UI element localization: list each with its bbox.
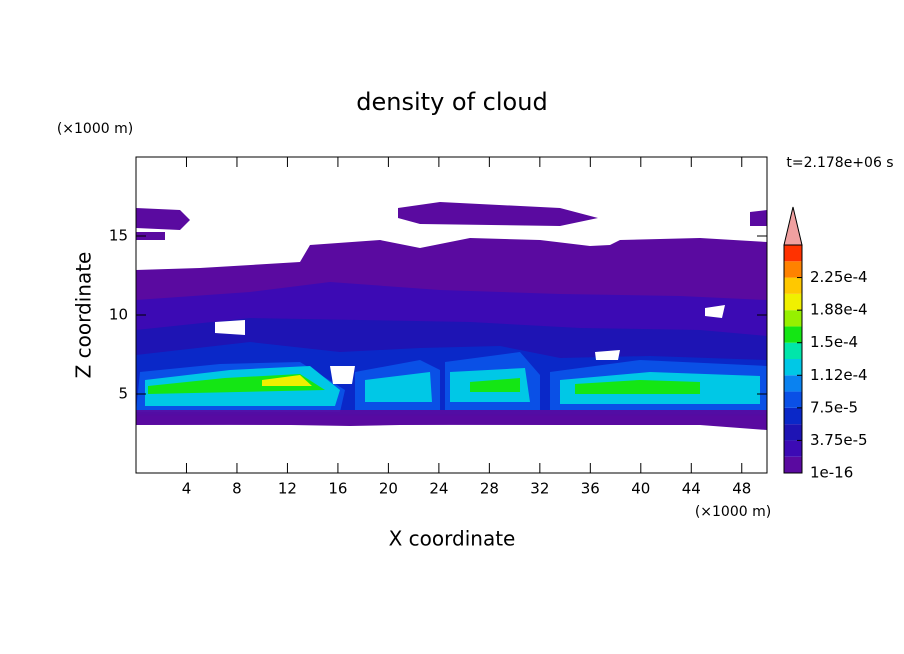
- colorbar-band: [784, 375, 802, 392]
- colorbar-band: [784, 342, 802, 359]
- x-unit: (×1000 m): [695, 504, 771, 520]
- colorbar-band: [784, 310, 802, 327]
- y-axis-title: Z coordinate: [72, 252, 96, 379]
- time-label: t=2.178e+06 s: [786, 155, 893, 171]
- x-tick-label: 4: [182, 480, 192, 498]
- x-tick-label: 20: [379, 480, 398, 498]
- colorbar-label: 1e-16: [810, 464, 853, 482]
- colorbar-band: [784, 277, 802, 294]
- colorbar-label: 1.12e-4: [810, 366, 868, 384]
- x-tick-label: 8: [232, 480, 242, 498]
- x-tick-label: 36: [581, 480, 600, 498]
- colorbar-extend: [783, 206, 803, 246]
- colorbar-label: 1.88e-4: [810, 301, 868, 319]
- x-tick-label: 24: [429, 480, 448, 498]
- colorbar-band: [784, 440, 802, 457]
- y-tick-label: 10: [109, 306, 128, 324]
- colorbar-band: [784, 456, 802, 473]
- colorbar-band: [784, 245, 802, 262]
- colorbar-band: [784, 326, 802, 343]
- colorbar-band: [784, 261, 802, 278]
- colorbar-band: [784, 407, 802, 425]
- x-tick-label: 48: [732, 480, 751, 498]
- contour-field: [136, 202, 767, 430]
- x-tick-label: 12: [278, 480, 297, 498]
- colorbar-label: 7.5e-5: [810, 398, 858, 416]
- colorbar-band: [784, 391, 802, 408]
- colorbar-band: [784, 359, 802, 376]
- y-tick-label: 5: [118, 385, 128, 403]
- x-tick-label: 40: [631, 480, 650, 498]
- chart-title: density of cloud: [356, 88, 547, 116]
- x-tick-label: 32: [530, 480, 549, 498]
- colorbar-label: 1.5e-4: [810, 333, 858, 351]
- colorbar-label: 3.75e-5: [810, 431, 868, 449]
- colorbar-band: [784, 424, 802, 441]
- y-tick-label: 15: [109, 227, 128, 245]
- x-tick-label: 44: [682, 480, 701, 498]
- x-axis-title: X coordinate: [389, 527, 516, 551]
- y-unit: (×1000 m): [57, 121, 133, 137]
- colorbar-band: [784, 293, 802, 311]
- colorbar-frame: [783, 244, 803, 474]
- x-tick-label: 16: [328, 480, 347, 498]
- colorbar-label: 2.25e-4: [810, 268, 868, 286]
- x-tick-label: 28: [480, 480, 499, 498]
